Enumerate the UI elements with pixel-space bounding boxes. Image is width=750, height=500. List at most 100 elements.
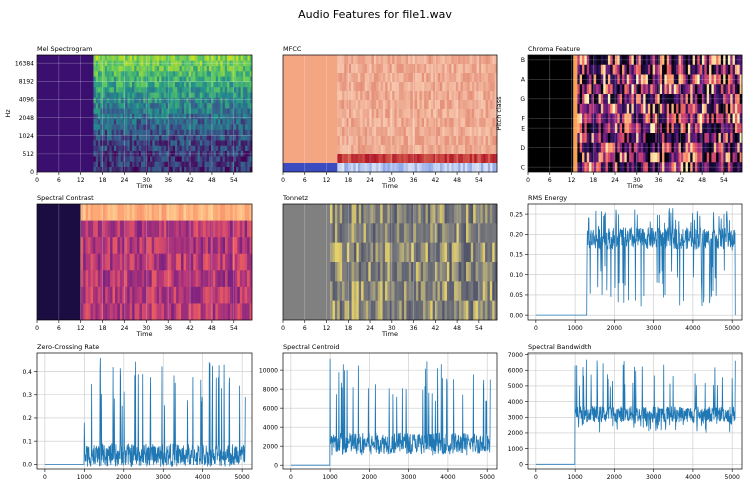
chroma-cell bbox=[692, 133, 696, 144]
mel-cell bbox=[172, 55, 176, 61]
mel-cell bbox=[122, 118, 126, 125]
mfcc-cell bbox=[355, 136, 359, 146]
x-tick-label-rms: 1000 bbox=[567, 325, 582, 332]
mel-cell bbox=[204, 108, 208, 114]
mfcc-cell bbox=[371, 100, 375, 110]
contrast-cell bbox=[215, 237, 219, 255]
contrast-cell bbox=[105, 220, 108, 238]
mel-cell bbox=[111, 55, 115, 61]
contrast-cell bbox=[188, 253, 192, 271]
mfcc-cell bbox=[446, 100, 450, 110]
mel-cell bbox=[93, 118, 97, 125]
tonnetz-cell bbox=[408, 242, 412, 263]
mel-cell bbox=[204, 92, 208, 98]
mfcc-cell bbox=[467, 91, 470, 101]
mel-cell bbox=[215, 60, 219, 66]
tonnetz-cell bbox=[373, 242, 376, 263]
contrast-cell bbox=[207, 220, 211, 238]
mel-cell bbox=[104, 92, 108, 98]
chroma-cell bbox=[713, 64, 717, 75]
chroma-cell bbox=[631, 84, 635, 95]
mel-cell bbox=[231, 65, 235, 72]
mel-cell bbox=[113, 156, 117, 162]
contrast-cell bbox=[151, 237, 155, 255]
mel-cell bbox=[195, 166, 198, 173]
contrast-row bbox=[80, 237, 253, 255]
mel-cell bbox=[127, 134, 131, 141]
mel-cell bbox=[233, 76, 237, 82]
tonnetz-cell bbox=[411, 262, 414, 282]
chroma-cell bbox=[725, 123, 729, 134]
chroma-cell bbox=[713, 152, 717, 163]
tonnetz-cell bbox=[332, 204, 336, 224]
mfcc-cell bbox=[492, 109, 496, 119]
mfcc-cell bbox=[428, 163, 432, 173]
mel-cell bbox=[145, 118, 149, 125]
chroma-cell bbox=[636, 55, 639, 66]
mel-cell bbox=[109, 65, 112, 72]
tonnetz-cell bbox=[353, 242, 357, 263]
mfcc-cell bbox=[444, 91, 448, 101]
mfcc-cell bbox=[417, 127, 420, 137]
mfcc-cell bbox=[446, 118, 450, 128]
mel-cell bbox=[109, 118, 112, 125]
mfcc-cell bbox=[376, 91, 379, 101]
contrast-cell bbox=[225, 286, 228, 304]
contrast-cell bbox=[205, 237, 209, 255]
contrast-cell bbox=[185, 220, 189, 238]
mel-cell bbox=[156, 129, 160, 136]
mel-cell bbox=[138, 118, 142, 125]
mfcc-cell bbox=[383, 64, 386, 74]
mel-cell bbox=[136, 97, 140, 104]
mel-cell bbox=[156, 124, 160, 130]
mel-cell bbox=[211, 150, 214, 157]
chroma-cell bbox=[734, 55, 738, 66]
tonnetz-cell bbox=[480, 242, 483, 263]
mel-cell bbox=[195, 92, 198, 98]
contrast-cell bbox=[139, 204, 143, 221]
mfcc-cell bbox=[369, 118, 372, 128]
contrast-cell bbox=[237, 303, 241, 321]
chroma-cell bbox=[687, 74, 691, 85]
mfcc-cell bbox=[412, 136, 416, 146]
chroma-cell bbox=[664, 142, 668, 153]
mfcc-cell bbox=[421, 163, 425, 173]
chroma-cell bbox=[737, 152, 740, 163]
mel-cell bbox=[150, 76, 153, 82]
mel-cell bbox=[161, 108, 164, 114]
mel-cell bbox=[131, 102, 135, 109]
mfcc-cell bbox=[362, 82, 366, 92]
mfcc-cell bbox=[485, 64, 489, 74]
chroma-cell bbox=[678, 55, 682, 66]
chroma-cell bbox=[718, 152, 722, 163]
chroma-cell bbox=[659, 103, 663, 114]
tonnetz-cell bbox=[487, 281, 491, 301]
tonnetz-cell bbox=[370, 223, 374, 243]
chroma-cell bbox=[657, 123, 660, 134]
chroma-cell bbox=[725, 133, 729, 144]
chroma-cell bbox=[636, 123, 639, 134]
mfcc-cell bbox=[483, 163, 486, 173]
contrast-cell bbox=[212, 204, 216, 221]
chroma-cell bbox=[617, 84, 620, 95]
x-tick-label-mel: 24 bbox=[121, 177, 129, 184]
tonnetz-cell bbox=[475, 223, 479, 243]
tonnetz-cell bbox=[411, 300, 414, 321]
chroma-cell bbox=[723, 162, 726, 173]
chroma-cell bbox=[591, 74, 595, 85]
mfcc-cell bbox=[494, 91, 498, 101]
mel-cell bbox=[242, 108, 246, 114]
chroma-cell bbox=[704, 123, 708, 134]
mfcc-cell bbox=[371, 136, 375, 146]
mfcc-cell bbox=[492, 91, 496, 101]
mfcc-cell bbox=[467, 154, 470, 164]
tonnetz-cell bbox=[365, 223, 369, 243]
mfcc-cell bbox=[408, 136, 411, 146]
chroma-cell bbox=[652, 113, 656, 124]
tonnetz-cell bbox=[384, 300, 388, 321]
mel-cell bbox=[220, 124, 223, 130]
mel-cell bbox=[120, 145, 124, 152]
mel-cell bbox=[136, 86, 140, 93]
tonnetz-cell bbox=[375, 223, 379, 243]
chroma-cell bbox=[683, 162, 686, 173]
